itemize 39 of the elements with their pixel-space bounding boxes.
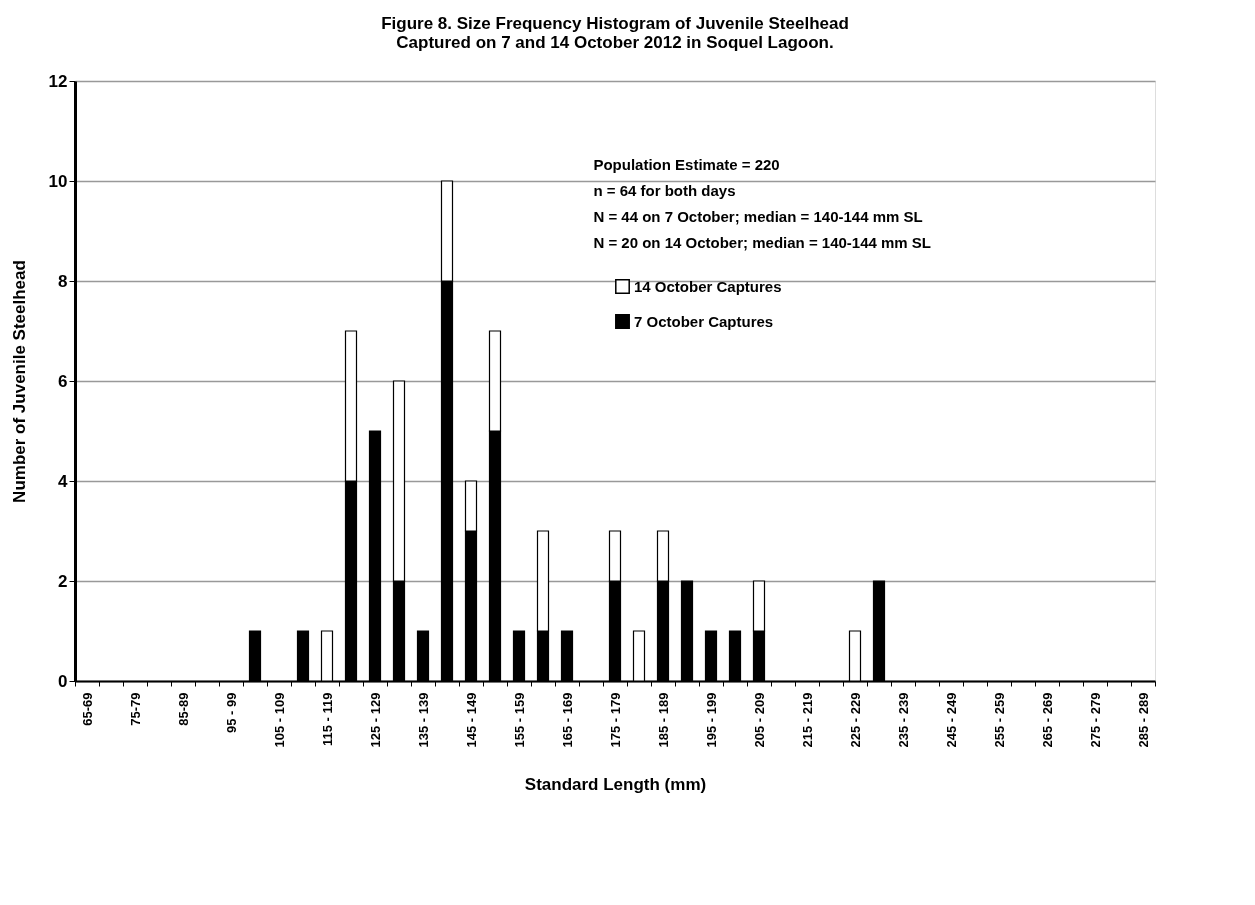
x-tick-label: 175 - 179 — [607, 692, 623, 748]
x-tick-label: 235 - 239 — [895, 692, 911, 748]
chart-title: Figure 8. Size Frequency Histogram of Juvenile Steelhead Captured on 7 and 14 October 2012 in Soquel Lagoon. — [381, 14, 849, 52]
x-tick-label: 285 - 289 — [1135, 692, 1151, 748]
x-tick-label: 215 - 219 — [799, 692, 815, 748]
annotation: n = 64 for both days — [593, 182, 736, 199]
x-tick-label: 185 - 189 — [655, 692, 671, 748]
x-tick-label: 245 - 249 — [943, 692, 959, 748]
x-tick-label: 225 - 229 — [847, 692, 863, 748]
x-axis-title: Standard Length (mm) — [524, 775, 707, 795]
x-tick-label: 155 - 159 — [511, 692, 527, 748]
x-tick-label: 165 - 169 — [559, 692, 575, 748]
y-tick-label: 8 — [58, 271, 68, 291]
legend-label: 14 October Captures — [634, 277, 782, 295]
x-tick-label: 125 - 129 — [367, 692, 383, 748]
annotation: N = 44 on 7 October; median = 140-144 mm SL — [593, 208, 923, 225]
annotation: Population Estimate = 220 — [593, 156, 780, 173]
x-tick-label: 275 - 279 — [1087, 692, 1103, 748]
annotation: N = 20 on 14 October; median = 140-144 mm SL — [593, 234, 932, 251]
x-tick-label: 145 - 149 — [463, 692, 479, 748]
x-tick-label: 65-69 — [79, 692, 95, 726]
y-tick-label: 0 — [58, 671, 68, 691]
x-tick-label: 195 - 199 — [703, 692, 719, 748]
y-tick-label: 12 — [48, 71, 68, 91]
legend-label: 7 October Captures — [634, 312, 774, 330]
y-tick-label: 2 — [58, 571, 68, 591]
x-tick-label: 95 - 99 — [223, 692, 239, 733]
x-tick-label: 255 - 259 — [991, 692, 1007, 748]
y-tick-label: 6 — [58, 371, 68, 391]
x-tick-label: 85-89 — [175, 692, 191, 726]
x-tick-label: 205 - 209 — [751, 692, 767, 748]
y-tick-label: 10 — [48, 171, 68, 191]
x-tick-label: 115 - 119 — [319, 692, 335, 746]
x-tick-label: 75-79 — [127, 692, 143, 726]
x-tick-label: 265 - 269 — [1039, 692, 1055, 748]
y-axis-title: Number of Juvenile Steelhead — [9, 260, 29, 503]
x-tick-label: 105 - 109 — [271, 692, 287, 748]
y-tick-label: 4 — [58, 471, 69, 491]
x-tick-label: 135 - 139 — [415, 692, 431, 748]
